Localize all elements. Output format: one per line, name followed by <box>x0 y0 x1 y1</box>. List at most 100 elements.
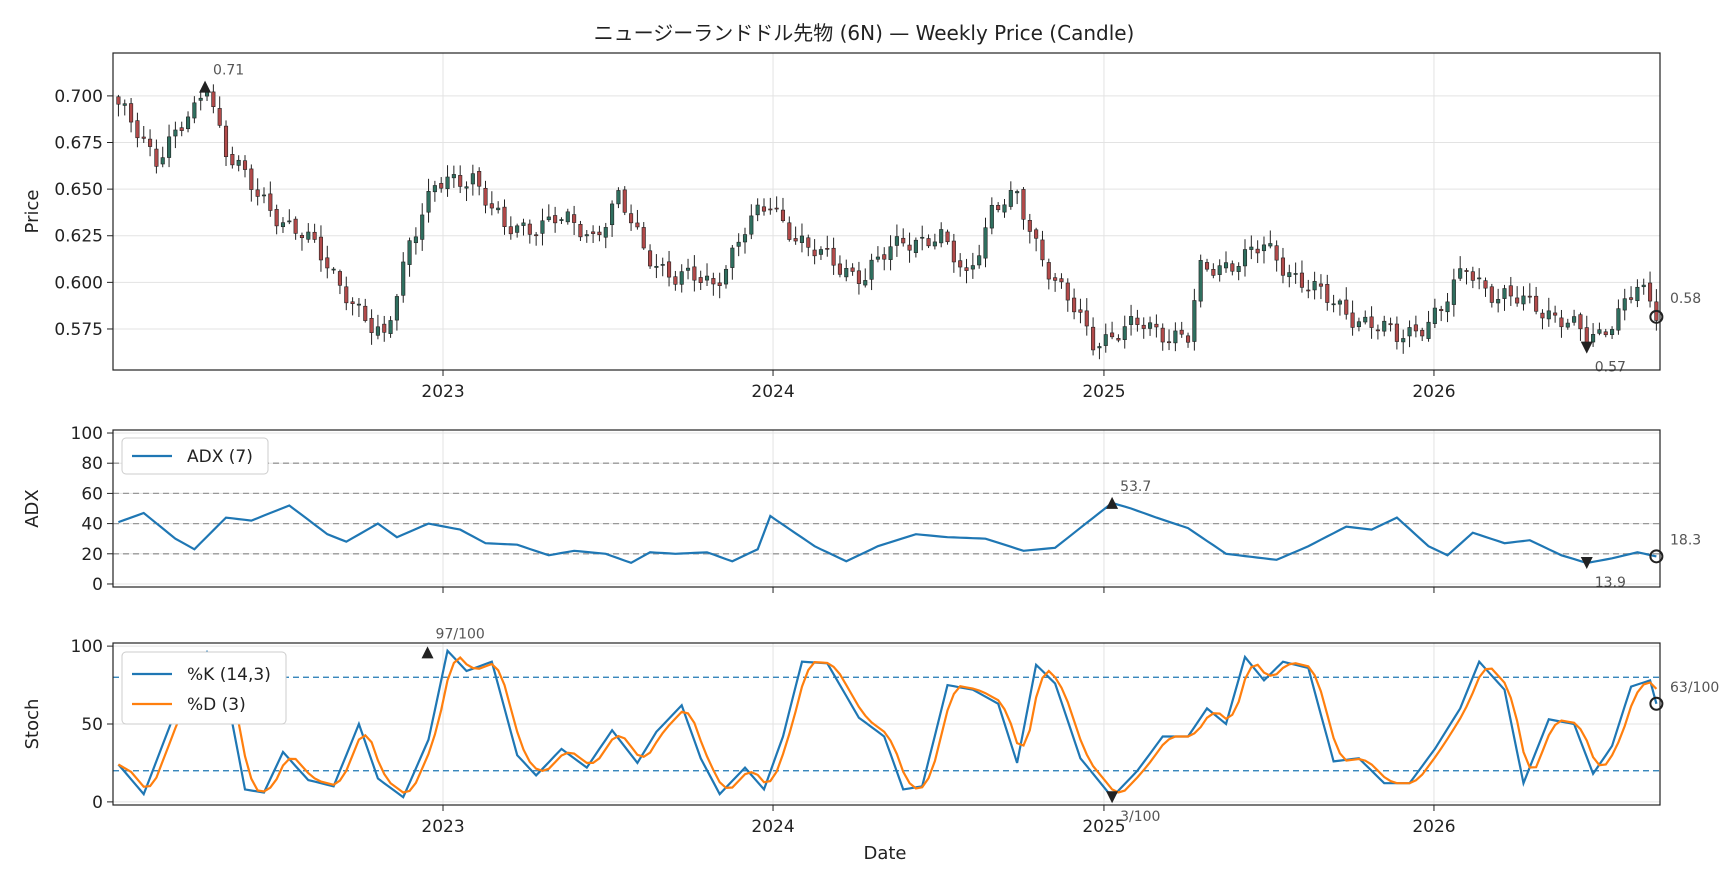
candle-body <box>1635 286 1640 302</box>
y-tick-label: 100 <box>71 637 103 657</box>
candle-body <box>1287 272 1292 278</box>
x-tick-label: 2023 <box>421 817 464 837</box>
candle-body <box>818 249 823 255</box>
candle-body <box>572 214 577 223</box>
adx-line <box>118 501 1657 565</box>
candle-body <box>1382 320 1387 332</box>
candle-body <box>445 176 450 190</box>
max-label: 97/100 <box>436 626 485 642</box>
x-tick-label: 2024 <box>751 382 794 402</box>
max-label: 0.71 <box>213 63 244 79</box>
candle-body <box>129 103 134 123</box>
candle-body <box>1375 329 1380 332</box>
candle-body <box>654 265 659 268</box>
candle-body <box>1496 299 1501 304</box>
candle-body <box>496 207 501 211</box>
candle-body <box>211 91 216 107</box>
candle-body <box>951 240 956 263</box>
plot-frame <box>112 429 1661 588</box>
candle-body <box>1230 263 1235 272</box>
candle-body <box>584 234 589 237</box>
candle-body <box>901 237 906 244</box>
candle-body <box>1274 245 1279 261</box>
candle-body <box>1046 262 1051 280</box>
last-marker <box>1649 309 1664 324</box>
chart-panels: 2023 2024 2025 2026 0.575 0.600 0.625 0.650 0.67… <box>22 52 1719 837</box>
candle-body <box>1027 220 1032 232</box>
candle-body <box>1198 260 1203 302</box>
candle-body <box>1072 297 1077 313</box>
candle-body <box>148 138 153 147</box>
legend-entry: ADX (7) <box>187 447 253 467</box>
candle-body <box>648 250 653 267</box>
candle-body <box>616 190 621 205</box>
candle-body <box>483 187 488 206</box>
candle-body <box>692 266 697 281</box>
candle-body <box>679 271 684 285</box>
last-label: 0.58 <box>1670 291 1701 307</box>
candle-body <box>629 213 634 224</box>
candle-body <box>1622 298 1627 311</box>
candle-body <box>1097 346 1102 349</box>
candle-body <box>204 91 210 97</box>
candle-body <box>1242 249 1248 267</box>
y-tick-label: 0.575 <box>54 320 103 340</box>
candle-body <box>983 227 988 259</box>
candle-body <box>477 171 482 187</box>
candle-body <box>964 267 969 271</box>
candle-body <box>1603 331 1608 336</box>
candle-body <box>591 231 596 234</box>
candle-body <box>1515 297 1520 304</box>
candle-body <box>780 209 786 222</box>
candle-body <box>1584 327 1589 344</box>
candle-body <box>458 175 463 187</box>
candle-body <box>907 244 912 251</box>
candle-body <box>1040 239 1045 261</box>
candle-body <box>407 240 412 265</box>
candle-body <box>299 235 305 239</box>
candle-body <box>527 223 532 235</box>
candle-body <box>1261 244 1267 252</box>
candle-body <box>1356 321 1361 328</box>
y-tick-label: 0.625 <box>54 227 103 247</box>
candle-body <box>420 214 425 240</box>
x-tick-label: 2025 <box>1082 817 1125 837</box>
candle-body <box>774 207 779 210</box>
candle-body <box>255 189 260 197</box>
candle-body <box>1527 295 1532 298</box>
candle-body <box>761 206 767 212</box>
candle-body <box>141 136 146 139</box>
panel-adx: 0 20 40 60 80 100 ADX 53.7 13.9 18.3 ADX (7) <box>22 424 1701 595</box>
candle-body <box>977 255 982 266</box>
candle-body <box>337 271 342 286</box>
candle-body <box>1223 262 1229 269</box>
candle-body <box>1053 277 1058 281</box>
candle-body <box>1331 303 1336 306</box>
candle-body <box>1477 277 1482 280</box>
candle-body <box>1578 314 1583 330</box>
candle-body <box>515 225 520 233</box>
y-tick-label: 80 <box>81 454 103 474</box>
candle-body <box>470 173 475 185</box>
candle-body <box>799 235 805 243</box>
candle-body <box>565 211 570 223</box>
candle-body <box>622 189 627 213</box>
candle-body <box>1445 301 1450 313</box>
candle-body <box>173 129 178 137</box>
candle-body <box>1394 323 1399 342</box>
legend: %K (14,3) %D (3) <box>121 651 287 725</box>
candle-body <box>534 234 539 237</box>
candle-body <box>787 222 792 240</box>
legend: ADX (7) <box>121 437 269 475</box>
candle-body <box>1160 327 1165 343</box>
candle-body <box>1407 327 1412 337</box>
legend-entry: %K (14,3) <box>187 665 271 685</box>
candle-body <box>242 160 248 170</box>
candle-body <box>363 305 368 321</box>
candle-body <box>116 96 121 105</box>
candle-body <box>1540 312 1545 319</box>
candle-body <box>837 263 842 275</box>
candle-body <box>1135 317 1140 325</box>
candle-body <box>856 270 861 284</box>
candle-body <box>1318 283 1323 287</box>
